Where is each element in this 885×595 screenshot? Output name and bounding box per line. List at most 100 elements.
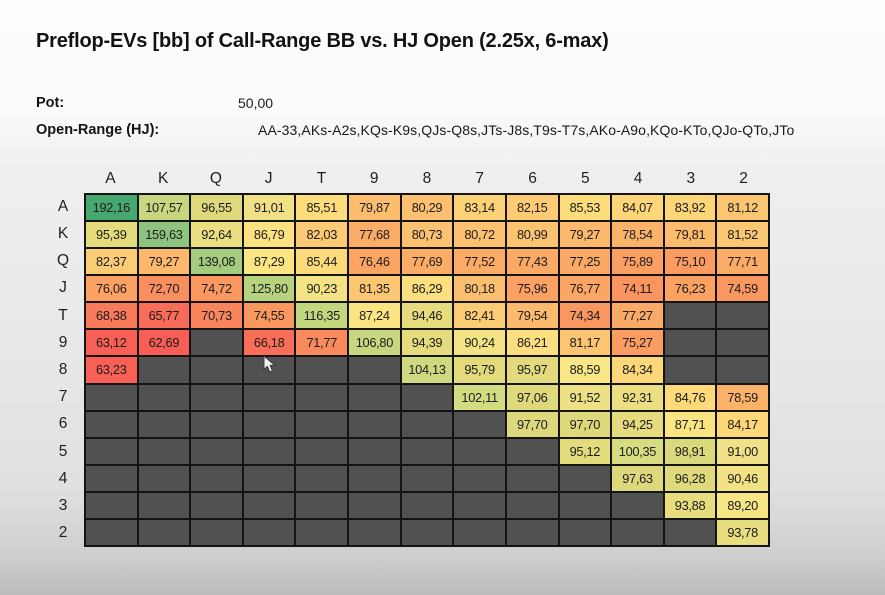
cell-86: 95,97 xyxy=(506,357,558,383)
cell-KA: 95,39 xyxy=(86,222,137,248)
cell-AJ: 91,01 xyxy=(243,195,295,221)
cell-5K xyxy=(138,438,190,464)
cell-69 xyxy=(349,411,400,437)
cell-Q3: 75,10 xyxy=(664,249,716,275)
cell-J7: 80,18 xyxy=(454,276,505,302)
col-header-Q: Q xyxy=(209,170,222,187)
col-header-3: 3 xyxy=(686,170,696,187)
cell-8T xyxy=(296,357,348,383)
matrix-column-headers: A K Q J T 9 8 7 6 5 4 3 2 xyxy=(84,167,770,190)
cell-K5: 79,27 xyxy=(559,222,611,248)
cell-TQ: 70,73 xyxy=(191,303,242,329)
row-header-4: 4 xyxy=(58,469,68,487)
cell-6Q xyxy=(191,411,242,437)
cell-T9: 87,24 xyxy=(349,303,400,329)
cell-K8: 80,73 xyxy=(401,222,453,248)
cell-74: 92,31 xyxy=(612,384,663,410)
cell-76: 97,06 xyxy=(506,384,558,410)
cell-QQ: 139,08 xyxy=(191,249,242,275)
cell-QJ: 87,29 xyxy=(243,249,295,275)
pot-label: Pot: xyxy=(36,95,65,111)
row-header-T: T xyxy=(58,306,68,324)
cell-QK: 79,27 xyxy=(138,249,190,275)
cell-3T xyxy=(296,492,348,518)
cell-K9: 77,68 xyxy=(349,222,400,248)
cell-2K xyxy=(138,519,190,545)
cell-TK: 65,77 xyxy=(138,303,190,329)
cell-Q6: 77,43 xyxy=(506,249,558,275)
cell-A8: 80,29 xyxy=(401,195,453,221)
col-header-7: 7 xyxy=(475,170,485,187)
page-title: Preflop-EVs [bb] of Call-Range BB vs. HJ… xyxy=(36,30,609,52)
row-header-9: 9 xyxy=(58,333,68,351)
row-header-6: 6 xyxy=(58,415,68,433)
cell-83 xyxy=(664,357,716,383)
open-range-value: AA-33,AKs-A2s,KQs-K9s,QJs-Q8s,JTs-J8s,T9… xyxy=(258,122,795,138)
cell-KQ: 92,64 xyxy=(191,222,242,248)
cell-8K xyxy=(138,357,190,383)
col-header-J: J xyxy=(264,170,273,187)
cell-33: 93,88 xyxy=(664,492,716,518)
cell-JA: 76,06 xyxy=(86,276,137,302)
cell-A9: 79,87 xyxy=(349,195,400,221)
cell-53: 98,91 xyxy=(664,438,716,464)
col-header-K: K xyxy=(157,170,169,187)
cell-99: 106,80 xyxy=(349,330,400,356)
cell-JQ: 74,72 xyxy=(191,276,242,302)
cell-8A: 63,23 xyxy=(86,357,137,383)
cell-4A xyxy=(86,465,137,491)
cell-78 xyxy=(401,384,453,410)
cell-T4: 77,27 xyxy=(612,303,663,329)
cell-39 xyxy=(349,492,400,518)
cell-Q8: 77,69 xyxy=(401,249,453,275)
cell-87: 95,79 xyxy=(454,357,505,383)
cell-T2 xyxy=(717,303,768,329)
pot-value: 50,00 xyxy=(238,95,274,111)
cell-9K: 62,69 xyxy=(138,330,190,356)
cell-TJ: 74,55 xyxy=(243,303,295,329)
cell-28 xyxy=(401,519,453,545)
cell-52: 91,00 xyxy=(717,438,768,464)
cell-7A xyxy=(86,384,137,410)
col-header-5: 5 xyxy=(580,170,590,187)
cell-7K xyxy=(138,384,190,410)
cell-77: 102,11 xyxy=(454,384,505,410)
cell-A5: 85,53 xyxy=(559,195,611,221)
cell-5J xyxy=(243,438,295,464)
cell-6T xyxy=(296,411,348,437)
cell-4Q xyxy=(191,465,242,491)
cell-26 xyxy=(506,519,558,545)
cell-49 xyxy=(349,465,400,491)
cell-23 xyxy=(664,519,716,545)
cell-9T: 71,77 xyxy=(296,330,348,356)
cell-QT: 85,44 xyxy=(296,249,348,275)
cell-AA: 192,16 xyxy=(86,195,137,221)
mouse-cursor xyxy=(263,355,276,373)
cell-K3: 79,81 xyxy=(664,222,716,248)
col-header-2: 2 xyxy=(739,170,748,187)
cell-9A: 63,12 xyxy=(86,330,137,356)
cell-9J: 66,18 xyxy=(243,330,295,356)
cell-22: 93,78 xyxy=(717,519,768,545)
cell-32: 89,20 xyxy=(717,492,768,518)
cell-TT: 116,35 xyxy=(296,303,348,329)
cell-3K xyxy=(138,492,190,518)
row-header-8: 8 xyxy=(58,361,68,379)
cell-24 xyxy=(612,519,663,545)
cell-56 xyxy=(506,438,558,464)
cell-Q4: 75,89 xyxy=(612,249,663,275)
cell-A3: 83,92 xyxy=(664,195,716,221)
cell-35 xyxy=(559,492,611,518)
cell-2J xyxy=(243,519,295,545)
open-range-label: Open-Range (HJ): xyxy=(36,122,160,138)
cell-6A xyxy=(86,411,137,437)
cell-73: 84,76 xyxy=(664,384,716,410)
cell-59 xyxy=(349,438,400,464)
cell-45 xyxy=(559,465,611,491)
cell-J2: 74,59 xyxy=(717,276,768,302)
cell-96: 86,21 xyxy=(506,330,558,356)
cell-4K xyxy=(138,465,190,491)
row-header-3: 3 xyxy=(58,497,68,515)
cell-6K xyxy=(138,411,190,437)
